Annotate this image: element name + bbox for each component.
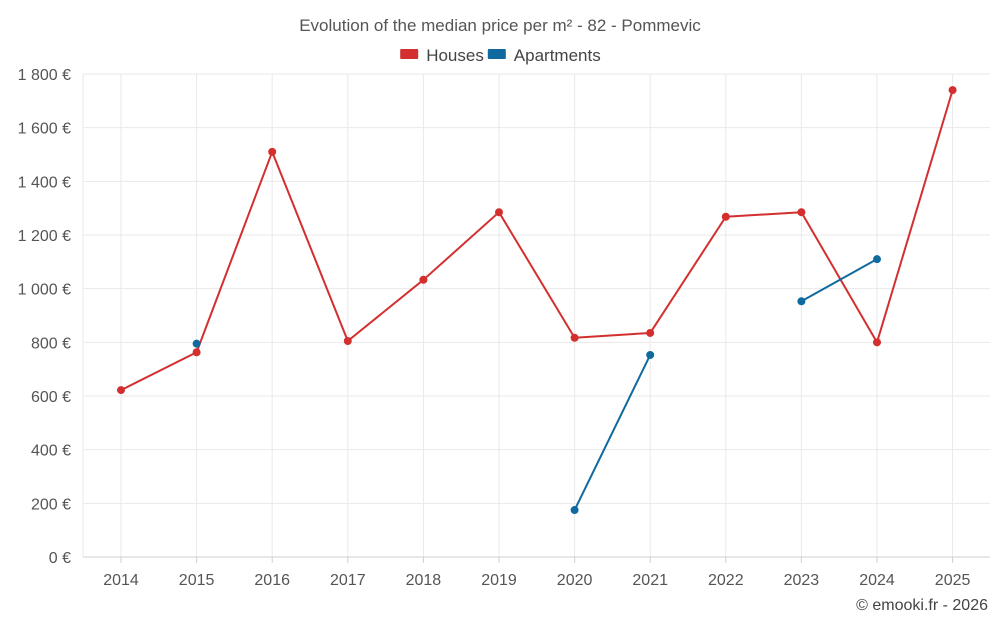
apartments-point[interactable] — [192, 339, 201, 348]
y-tick-label: 200 € — [31, 496, 71, 513]
x-tick-label: 2014 — [103, 572, 139, 589]
x-tick-label: 2020 — [557, 572, 593, 589]
houses-point[interactable] — [268, 147, 277, 156]
x-tick-label: 2015 — [179, 572, 215, 589]
houses-point[interactable] — [646, 328, 655, 337]
houses-point[interactable] — [570, 333, 579, 342]
x-tick-label: 2018 — [406, 572, 442, 589]
houses-line-segment — [498, 211, 576, 339]
x-axis: 2014 2015 2016 2017 2018 2019 2020 2021 2022 2023… — [103, 557, 970, 589]
y-tick-label: 1 400 € — [18, 174, 71, 191]
chart-title: Evolution of the median price per m² - 8… — [299, 16, 701, 35]
x-tick-label: 2022 — [708, 572, 744, 589]
houses-point[interactable] — [797, 208, 806, 217]
legend-item-houses[interactable]: Houses — [400, 46, 484, 65]
x-tick-label: 2025 — [935, 572, 971, 589]
houses-point[interactable] — [419, 275, 428, 284]
houses-line-segment — [800, 211, 878, 344]
y-axis: 0 € 200 € 400 € 600 € 800 € 1 000 € 1 200 € 1 4… — [18, 67, 71, 567]
legend-swatch-houses — [400, 49, 419, 59]
series-houses — [117, 86, 957, 395]
houses-line-segment — [120, 351, 198, 392]
x-tick-label: 2017 — [330, 572, 366, 589]
houses-point[interactable] — [495, 208, 503, 217]
x-tick-label: 2021 — [632, 572, 668, 589]
series-apartments — [192, 255, 881, 515]
series — [117, 86, 957, 515]
y-tick-label: 1 600 € — [18, 121, 71, 138]
apartments-point[interactable] — [873, 255, 881, 264]
y-tick-label: 1 200 € — [18, 228, 71, 245]
x-tick-label: 2023 — [784, 572, 820, 589]
houses-line-segment — [195, 150, 274, 354]
legend-item-apartments[interactable]: Apartments — [487, 46, 601, 65]
houses-line-segment — [724, 211, 803, 218]
houses-point[interactable] — [117, 386, 125, 395]
x-tick-label: 2016 — [254, 572, 290, 589]
legend-label-apartments: Apartments — [514, 46, 601, 65]
grid — [82, 73, 990, 558]
x-tick-label: 2024 — [859, 572, 895, 589]
y-tick-label: 600 € — [31, 389, 71, 406]
houses-point[interactable] — [721, 212, 730, 221]
legend: Houses Apartments — [400, 46, 601, 65]
x-tick-label: 2019 — [481, 572, 517, 589]
houses-line-segment — [573, 331, 652, 339]
houses-line-segment — [876, 89, 954, 344]
y-tick-label: 800 € — [31, 335, 71, 352]
houses-line-segment — [271, 150, 349, 342]
houses-point[interactable] — [873, 338, 881, 347]
legend-swatch-apartments — [487, 49, 506, 59]
houses-line-segment — [422, 211, 500, 281]
apartments-point[interactable] — [797, 297, 806, 306]
apartments-point[interactable] — [646, 350, 655, 359]
legend-label-houses: Houses — [426, 46, 484, 65]
apartments-point[interactable] — [570, 506, 579, 515]
y-tick-label: 1 000 € — [18, 282, 71, 299]
apartments-line-segment — [573, 353, 652, 512]
y-tick-label: 400 € — [31, 443, 71, 460]
credit-text: © emooki.fr - 2026 — [856, 597, 988, 614]
apartments-line-segment — [800, 258, 878, 303]
y-tick-label: 0 € — [49, 550, 71, 567]
houses-point[interactable] — [948, 86, 957, 95]
houses-point[interactable] — [192, 348, 201, 357]
houses-line-segment — [346, 278, 425, 342]
houses-line-segment — [649, 215, 727, 334]
y-tick-label: 1 800 € — [18, 67, 71, 84]
houses-point[interactable] — [343, 336, 352, 345]
